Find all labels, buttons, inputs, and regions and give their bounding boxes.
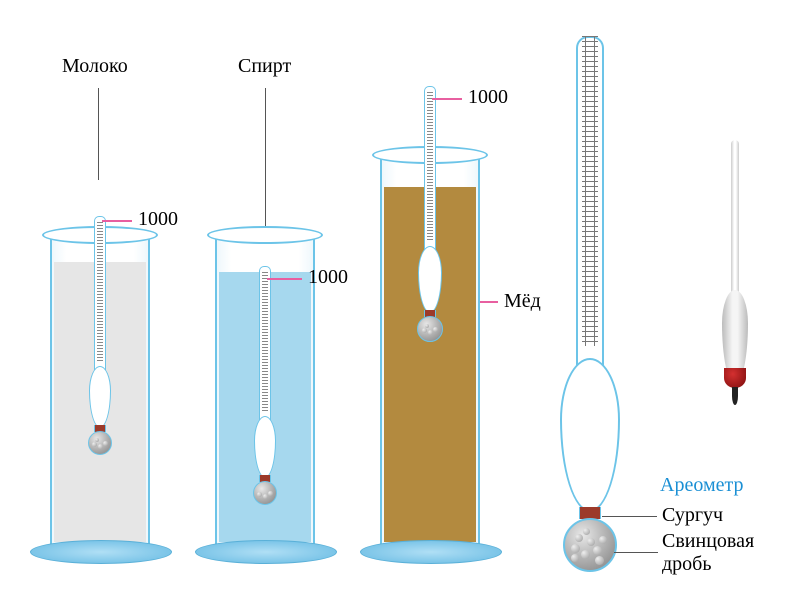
base-milk (30, 540, 172, 564)
label-milk: Молоко (62, 55, 128, 78)
leader-milk (98, 88, 99, 180)
photo-ballast (724, 368, 746, 388)
diagram-stage: Молоко 1000 Спирт (0, 0, 800, 616)
leader-honey-mark (480, 301, 498, 303)
mark-milk (102, 220, 132, 222)
label-areometer: Ареометр (660, 474, 743, 497)
mark-value-milk: 1000 (138, 208, 178, 231)
mark-honey (432, 98, 462, 100)
mark-spirit (267, 278, 302, 280)
label-shot: Свинцовая дробь (662, 530, 792, 576)
big-hydrometer (560, 36, 620, 576)
label-shot-text: Свинцовая дробь (662, 530, 792, 576)
hydrometer-milk (90, 216, 110, 456)
base-honey (360, 540, 502, 564)
label-spirit: Спирт (238, 55, 291, 78)
photo-hydrometer (720, 140, 750, 430)
hydrometer-spirit (255, 266, 275, 506)
label-honey: Мёд (504, 290, 541, 313)
hydrometer-honey (420, 86, 440, 341)
shot-ball (563, 518, 617, 572)
leader-spirit (265, 88, 266, 228)
mark-value-spirit: 1000 (308, 266, 348, 289)
leader-seal (602, 516, 657, 517)
mark-value-honey: 1000 (468, 86, 508, 109)
label-seal: Сургуч (662, 504, 723, 527)
leader-shot (614, 552, 658, 553)
photo-tip (732, 387, 738, 405)
base-spirit (195, 540, 337, 564)
